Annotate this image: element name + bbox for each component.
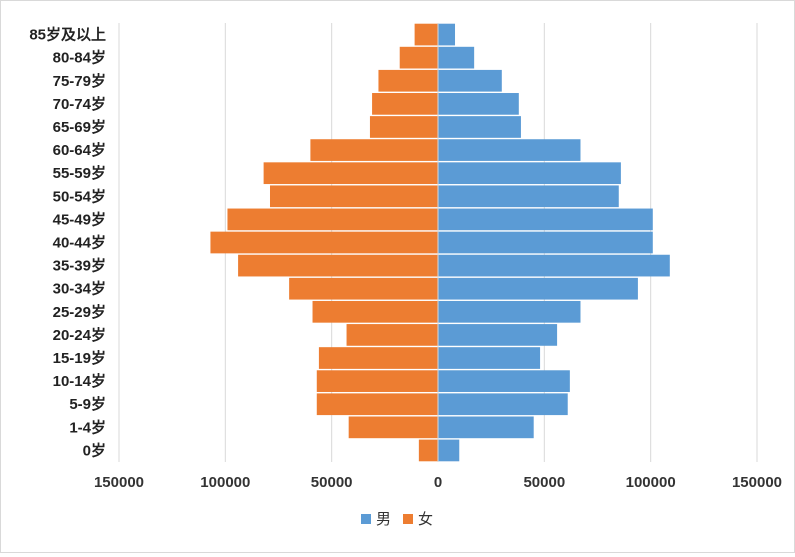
bar-female-15 [316, 370, 438, 392]
category-label: 65-69岁 [53, 118, 106, 136]
bar-male-2 [438, 69, 502, 92]
bar-male-4 [438, 116, 521, 138]
bar-male-0 [438, 23, 456, 46]
category-label: 1-4岁 [69, 418, 106, 436]
bar-female-16 [316, 393, 438, 416]
category-label: 50-54岁 [53, 187, 106, 205]
category-label: 70-74岁 [53, 95, 106, 113]
bar-male-18 [438, 439, 460, 462]
bar-female-18 [418, 439, 438, 462]
legend-swatch [403, 514, 413, 524]
bar-female-5 [310, 139, 438, 161]
bar-female-4 [369, 116, 438, 138]
category-label: 35-39岁 [53, 257, 106, 275]
bar-male-11 [438, 277, 638, 300]
bar-female-8 [227, 208, 438, 231]
category-label: 20-24岁 [53, 326, 106, 344]
bar-male-1 [438, 46, 475, 69]
bar-female-13 [346, 324, 438, 346]
bar-female-17 [348, 416, 438, 439]
bar-male-9 [438, 231, 653, 254]
bar-male-10 [438, 254, 670, 277]
bar-female-11 [289, 277, 438, 300]
category-label: 5-9岁 [69, 395, 106, 413]
bars [210, 23, 670, 462]
bar-male-13 [438, 324, 558, 346]
bar-male-16 [438, 393, 568, 416]
bar-female-14 [318, 347, 438, 369]
legend-label: 女 [418, 510, 433, 528]
category-labels: 85岁及以上 80-84岁 75-79岁 70-74岁 65-69岁 60-64岁 55-5… [29, 26, 106, 460]
bar-female-12 [312, 300, 438, 323]
category-label: 40-44岁 [53, 234, 106, 252]
bar-female-6 [263, 162, 438, 185]
legend: 男女 [361, 510, 433, 528]
category-label: 80-84岁 [53, 49, 106, 67]
bar-male-5 [438, 139, 581, 161]
bar-female-3 [372, 93, 438, 115]
bar-female-1 [399, 46, 438, 69]
x-tick-label: 0 [434, 474, 442, 491]
category-label: 10-14岁 [53, 372, 106, 390]
legend-swatch [361, 514, 371, 524]
category-label: 0岁 [83, 441, 106, 459]
category-label: 25-29岁 [53, 303, 106, 321]
bar-female-0 [414, 23, 438, 46]
bar-male-6 [438, 162, 621, 185]
bar-male-12 [438, 300, 581, 323]
x-tick-label: 100000 [626, 474, 676, 491]
bar-female-10 [238, 254, 438, 277]
bar-male-14 [438, 347, 541, 369]
category-label: 85岁及以上 [29, 26, 106, 44]
x-tick-label: 50000 [523, 474, 565, 491]
bar-male-17 [438, 416, 534, 439]
bar-male-7 [438, 185, 619, 208]
bar-female-2 [378, 69, 438, 92]
bar-male-15 [438, 370, 570, 392]
x-tick-label: 50000 [311, 474, 353, 491]
category-label: 30-34岁 [53, 280, 106, 298]
bar-male-8 [438, 208, 653, 231]
bar-male-3 [438, 93, 519, 115]
x-tick-label: 150000 [732, 474, 782, 491]
bar-female-7 [269, 185, 438, 208]
bar-female-9 [210, 231, 438, 254]
category-label: 45-49岁 [53, 210, 106, 228]
category-label: 15-19岁 [53, 349, 106, 367]
x-tick-label: 150000 [94, 474, 144, 491]
x-tick-labels: 150000 100000 50000 0 50000 100000 150000 [94, 474, 782, 491]
x-tick-label: 100000 [200, 474, 250, 491]
category-label: 60-64岁 [53, 141, 106, 159]
category-label: 55-59岁 [53, 164, 106, 182]
category-label: 75-79岁 [53, 72, 106, 90]
legend-label: 男 [376, 510, 391, 528]
